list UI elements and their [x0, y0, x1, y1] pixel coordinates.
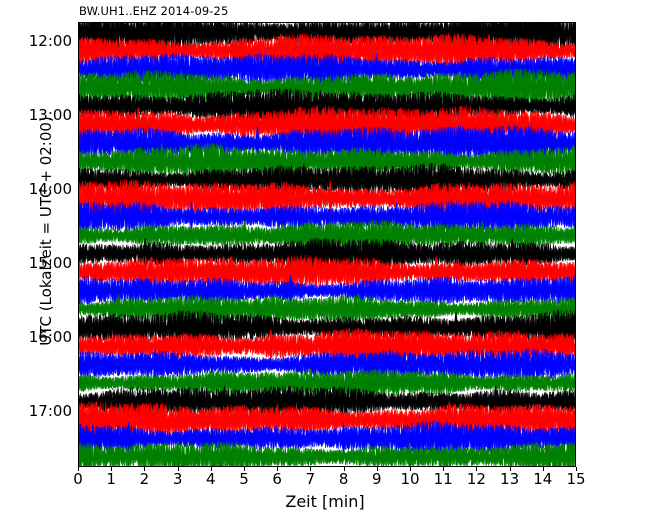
- x-axis-tick-mark: [443, 467, 445, 471]
- x-axis-tick-label: 11: [433, 470, 453, 488]
- x-axis-tick-label: 13: [500, 470, 520, 488]
- x-axis-tick-label: 4: [206, 470, 216, 488]
- y-axis-tick-label: 13:00: [28, 105, 72, 124]
- x-axis-tick-mark: [376, 467, 378, 471]
- seismogram-trace: [79, 275, 575, 306]
- x-axis-tick-label: 5: [239, 470, 249, 488]
- x-axis-tick-mark: [310, 467, 312, 471]
- x-axis-tick-label: 15: [566, 470, 586, 488]
- page-title: BW.UH1..EHZ 2014-09-25: [79, 4, 229, 18]
- x-axis-tick-mark: [509, 467, 511, 471]
- seismogram-trace: [79, 68, 575, 107]
- x-axis-tick-label: 14: [533, 470, 553, 488]
- x-axis-tick-mark: [177, 467, 179, 471]
- x-axis-tick-label: 10: [400, 470, 420, 488]
- gridline: [178, 23, 180, 466]
- y-axis-tick-label: 15:00: [28, 254, 72, 273]
- gridline: [543, 23, 545, 466]
- seismogram-trace: [79, 440, 575, 466]
- y-axis-tick-label: 16:00: [28, 328, 72, 347]
- seismogram-trace: [79, 52, 575, 86]
- x-axis-tick-mark: [410, 467, 411, 471]
- x-axis-tick-label: 1: [106, 470, 116, 488]
- x-axis-tick-label: 9: [372, 470, 382, 488]
- x-axis-tick-label: 3: [172, 470, 183, 488]
- x-axis-tick-label: 0: [73, 470, 83, 488]
- gridline: [444, 23, 446, 466]
- x-axis-tick-mark: [144, 467, 146, 471]
- seismogram-trace: [79, 179, 575, 218]
- x-axis-label: Zeit [min]: [285, 492, 365, 511]
- x-axis-tick-label: 12: [466, 470, 486, 488]
- gridline: [211, 23, 213, 466]
- x-axis-tick-mark: [343, 467, 345, 471]
- y-axis-tick-label: 14:00: [28, 179, 72, 198]
- seismogram-trace: [79, 368, 575, 398]
- seismogram-traces: [79, 23, 575, 466]
- x-axis-tick-label: 2: [139, 470, 150, 488]
- x-axis-tick-mark: [542, 467, 544, 471]
- seismogram-trace: [79, 142, 575, 180]
- y-axis-tick-label: 12:00: [28, 31, 72, 50]
- seismogram-trace: [79, 32, 575, 69]
- x-axis-tick-label: 6: [272, 470, 282, 488]
- plot-area: [78, 22, 576, 467]
- x-axis-tick-label: 7: [305, 470, 316, 488]
- x-axis-tick-mark: [111, 467, 113, 471]
- y-axis-tick-label: 17:00: [28, 402, 72, 421]
- x-axis-tick-mark: [210, 467, 212, 471]
- x-axis-tick-mark: [277, 467, 279, 471]
- x-axis-tick-mark: [476, 467, 478, 471]
- x-axis-tick-mark: [78, 467, 79, 471]
- x-axis-tick-label: 8: [338, 470, 349, 488]
- x-axis-tick-mark: [576, 467, 577, 471]
- seismogram-trace: [79, 327, 575, 365]
- x-axis-tick-mark: [244, 467, 245, 471]
- seismogram-trace: [79, 348, 575, 381]
